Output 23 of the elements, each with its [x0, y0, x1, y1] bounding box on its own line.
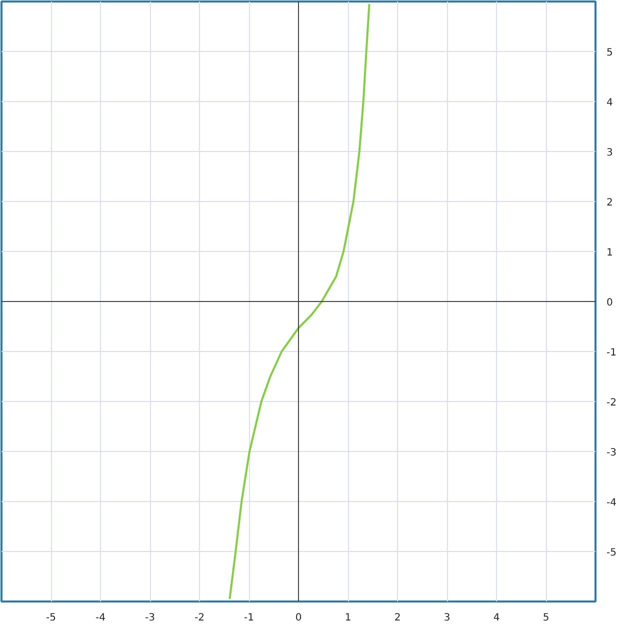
y-tick-label: 5 [606, 48, 613, 58]
x-tick-label: -1 [244, 612, 254, 624]
y-tick-label: 0 [606, 298, 613, 308]
x-tick-label: 3 [444, 612, 450, 624]
x-tick-label: -5 [46, 612, 56, 624]
y-tick-label: -4 [606, 498, 616, 508]
x-tick-label: 1 [344, 612, 352, 624]
x-tick-label: -2 [194, 612, 204, 624]
x-tick-label: 2 [394, 612, 401, 624]
x-tick-label: 0 [295, 612, 302, 624]
x-tick-label: -4 [96, 612, 106, 624]
y-tick-label: 3 [606, 148, 613, 158]
y-tick-label: 1 [606, 248, 613, 258]
x-tick-label: 4 [493, 612, 500, 624]
y-tick-label: -1 [606, 348, 616, 358]
y-tick-label: -2 [606, 398, 616, 408]
x-tick-label: -3 [145, 612, 155, 624]
y-tick-label: 2 [606, 198, 613, 208]
y-tick-label: 4 [606, 98, 613, 108]
y-tick-label: -5 [606, 548, 616, 558]
line-series [228, 3, 370, 600]
y-tick-label: -3 [606, 448, 616, 458]
x-tick-label: 5 [542, 612, 550, 624]
